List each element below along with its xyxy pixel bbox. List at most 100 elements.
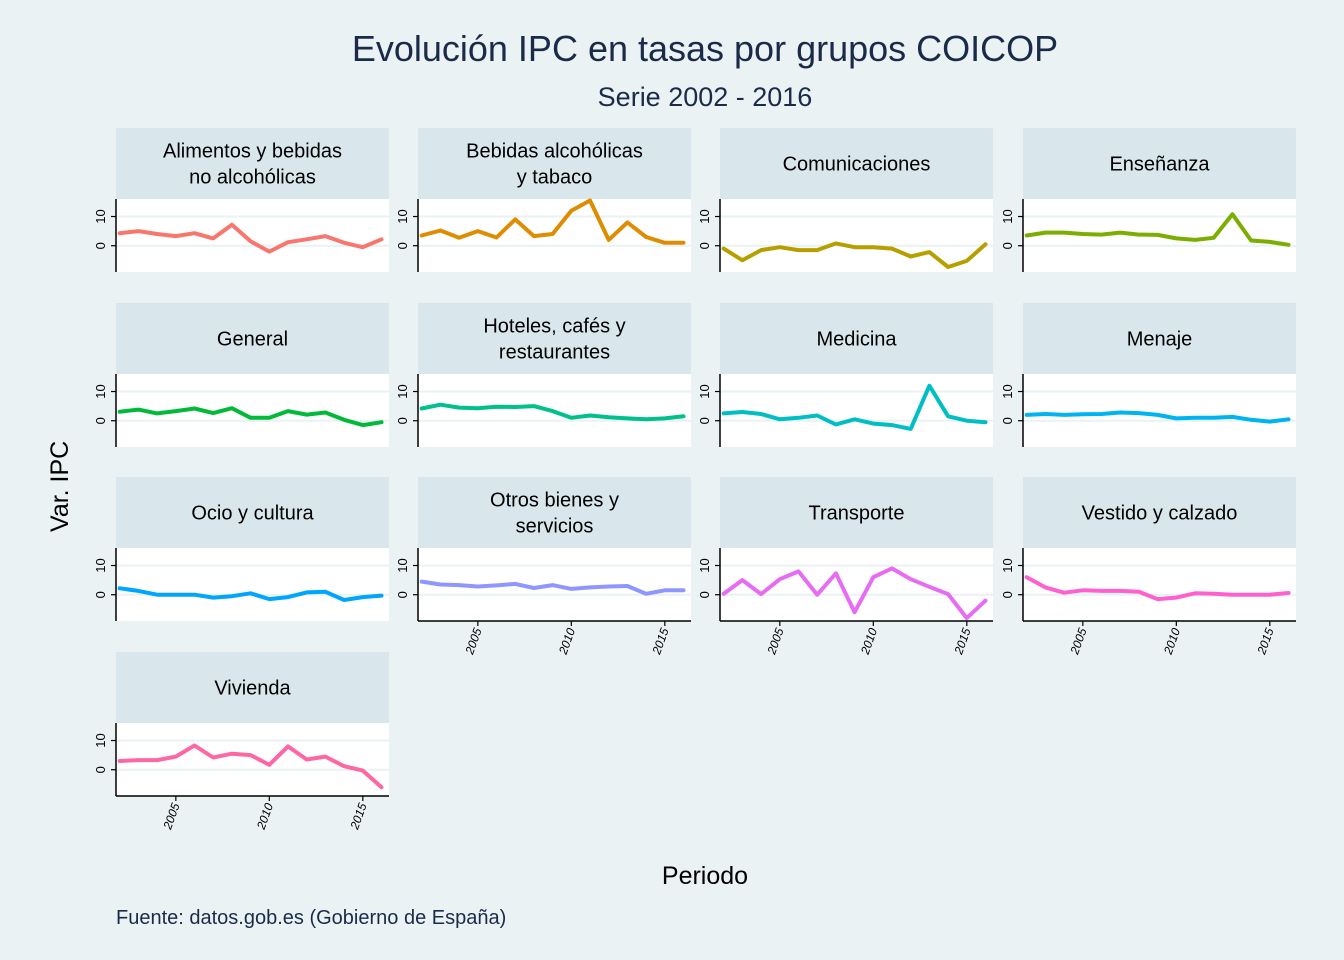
facet-plot-area [116,548,389,621]
series-line [117,406,384,428]
facet-panel: Hoteles, cafés y restaurantes 0 10 [395,303,691,447]
y-tick-label: 10 [93,209,108,223]
y-tick-label: 0 [1000,417,1015,424]
facet-panel: Alimentos y bebidas no alcohólicas 0 10 [93,128,389,272]
facet-strip [720,477,993,548]
facet-strip [720,303,993,374]
source-note: Fuente: datos.gob.es (Gobierno de España… [116,907,507,929]
series-line [721,566,988,621]
x-tick-label: 2015 [649,626,672,657]
facet-strip [116,303,389,374]
x-tick-label: 2010 [858,626,881,657]
facet-strip-label: Menaje [1127,329,1193,351]
x-tick-label: 2010 [556,626,579,657]
facet-strip [116,477,389,548]
facet-plot-area [720,374,993,447]
y-tick-label: 10 [697,384,712,398]
facet-panel: Menaje 0 10 [1000,303,1296,447]
facet-strip-label: Comunicaciones [783,154,931,176]
facet-panel: Bebidas alcohólicas y tabaco 0 10 [395,128,691,272]
facet-strip [418,128,691,199]
facet-strip-label: Medicina [816,329,897,351]
facet-strip [1023,477,1296,548]
series-line [117,586,384,602]
y-tick-label: 10 [697,209,712,223]
facet-strip-label: Otros bienes y [490,490,619,512]
facet-panel: Vestido y calzado 0 10 2005 2010 2015 [1000,477,1296,657]
y-tick-label: 0 [697,242,712,249]
facet-strip-label: General [217,329,288,351]
y-tick-label: 0 [395,242,410,249]
x-tick-label: 2005 [1067,626,1090,657]
facet-plot-area [116,374,389,447]
x-tick-label: 2015 [347,801,370,832]
y-tick-label: 0 [93,766,108,773]
y-tick-label: 10 [1000,384,1015,398]
facet-strip-label: restaurantes [499,342,610,364]
facet-strip [418,477,691,548]
facet-strip [116,128,389,199]
series-line [419,198,686,245]
facet-strip [1023,128,1296,199]
x-tick-label: 2005 [764,626,787,657]
series-line [419,579,686,596]
chart-title: Evolución IPC en tasas por grupos COICOP [351,28,1059,69]
y-tick-label: 10 [93,733,108,747]
y-tick-label: 0 [395,591,410,598]
y-tick-label: 10 [697,558,712,572]
y-tick-label: 10 [395,384,410,398]
x-tick-label: 2015 [951,626,974,657]
facet-strip-label: y tabaco [517,167,593,189]
y-tick-label: 0 [93,417,108,424]
y-tick-label: 10 [1000,558,1015,572]
facet-strip-label: Alimentos y bebidas [163,141,342,163]
facet-panel: Ocio y cultura 0 10 [93,477,389,621]
facet-plot-area [720,199,993,272]
x-tick-label: 2005 [462,626,485,657]
y-tick-label: 0 [1000,242,1015,249]
facet-strip-label: Ocio y cultura [191,503,314,525]
y-tick-label: 0 [395,417,410,424]
facet-strip [418,303,691,374]
facet-panel: Medicina 0 10 [697,303,993,447]
facet-panel: Otros bienes y servicios 0 10 2005 2010 2015 [395,477,691,657]
facet-panel: General 0 10 [93,303,389,447]
y-tick-label: 10 [93,384,108,398]
x-tick-label: 2010 [1161,626,1184,657]
facet-panel: Transporte 0 10 2005 2010 2015 [697,477,993,657]
facet-plot-area [1023,374,1296,447]
y-tick-label: 0 [697,591,712,598]
facet-strip-label: Bebidas alcohólicas [466,141,643,163]
facet-strip-label: Vestido y calzado [1082,503,1238,525]
facet-panel: Comunicaciones 0 10 [697,128,993,272]
y-tick-label: 10 [1000,209,1015,223]
y-tick-label: 0 [697,417,712,424]
facet-strip [720,128,993,199]
series-line [1024,575,1291,602]
facet-strip [116,652,389,723]
y-tick-label: 0 [93,242,108,249]
facet-strip-label: Enseñanza [1109,154,1210,176]
facet-strip [1023,303,1296,374]
y-tick-label: 0 [1000,591,1015,598]
x-tick-label: 2005 [160,801,183,832]
facet-strip-label: Hoteles, cafés y [483,316,625,338]
chart-subtitle: Serie 2002 - 2016 [597,82,813,112]
series-line [721,383,988,431]
facet-plot-area [418,199,691,272]
x-tick-label: 2015 [1254,626,1277,657]
facet-plot-area [1023,548,1296,621]
x-tick-label: 2010 [254,801,277,832]
facet-strip-label: Transporte [809,503,905,525]
facet-strip-label: no alcohólicas [189,167,316,189]
facet-panel: Vivienda 0 10 2005 2010 2015 [93,652,389,832]
y-tick-label: 10 [93,558,108,572]
x-axis-label: Periodo [661,862,749,890]
y-tick-label: 10 [395,209,410,223]
series-line [117,222,384,254]
facet-strip-label: Vivienda [214,678,291,700]
facet-strip-label: servicios [516,516,594,538]
series-line [419,402,686,422]
series-line [1024,410,1291,424]
